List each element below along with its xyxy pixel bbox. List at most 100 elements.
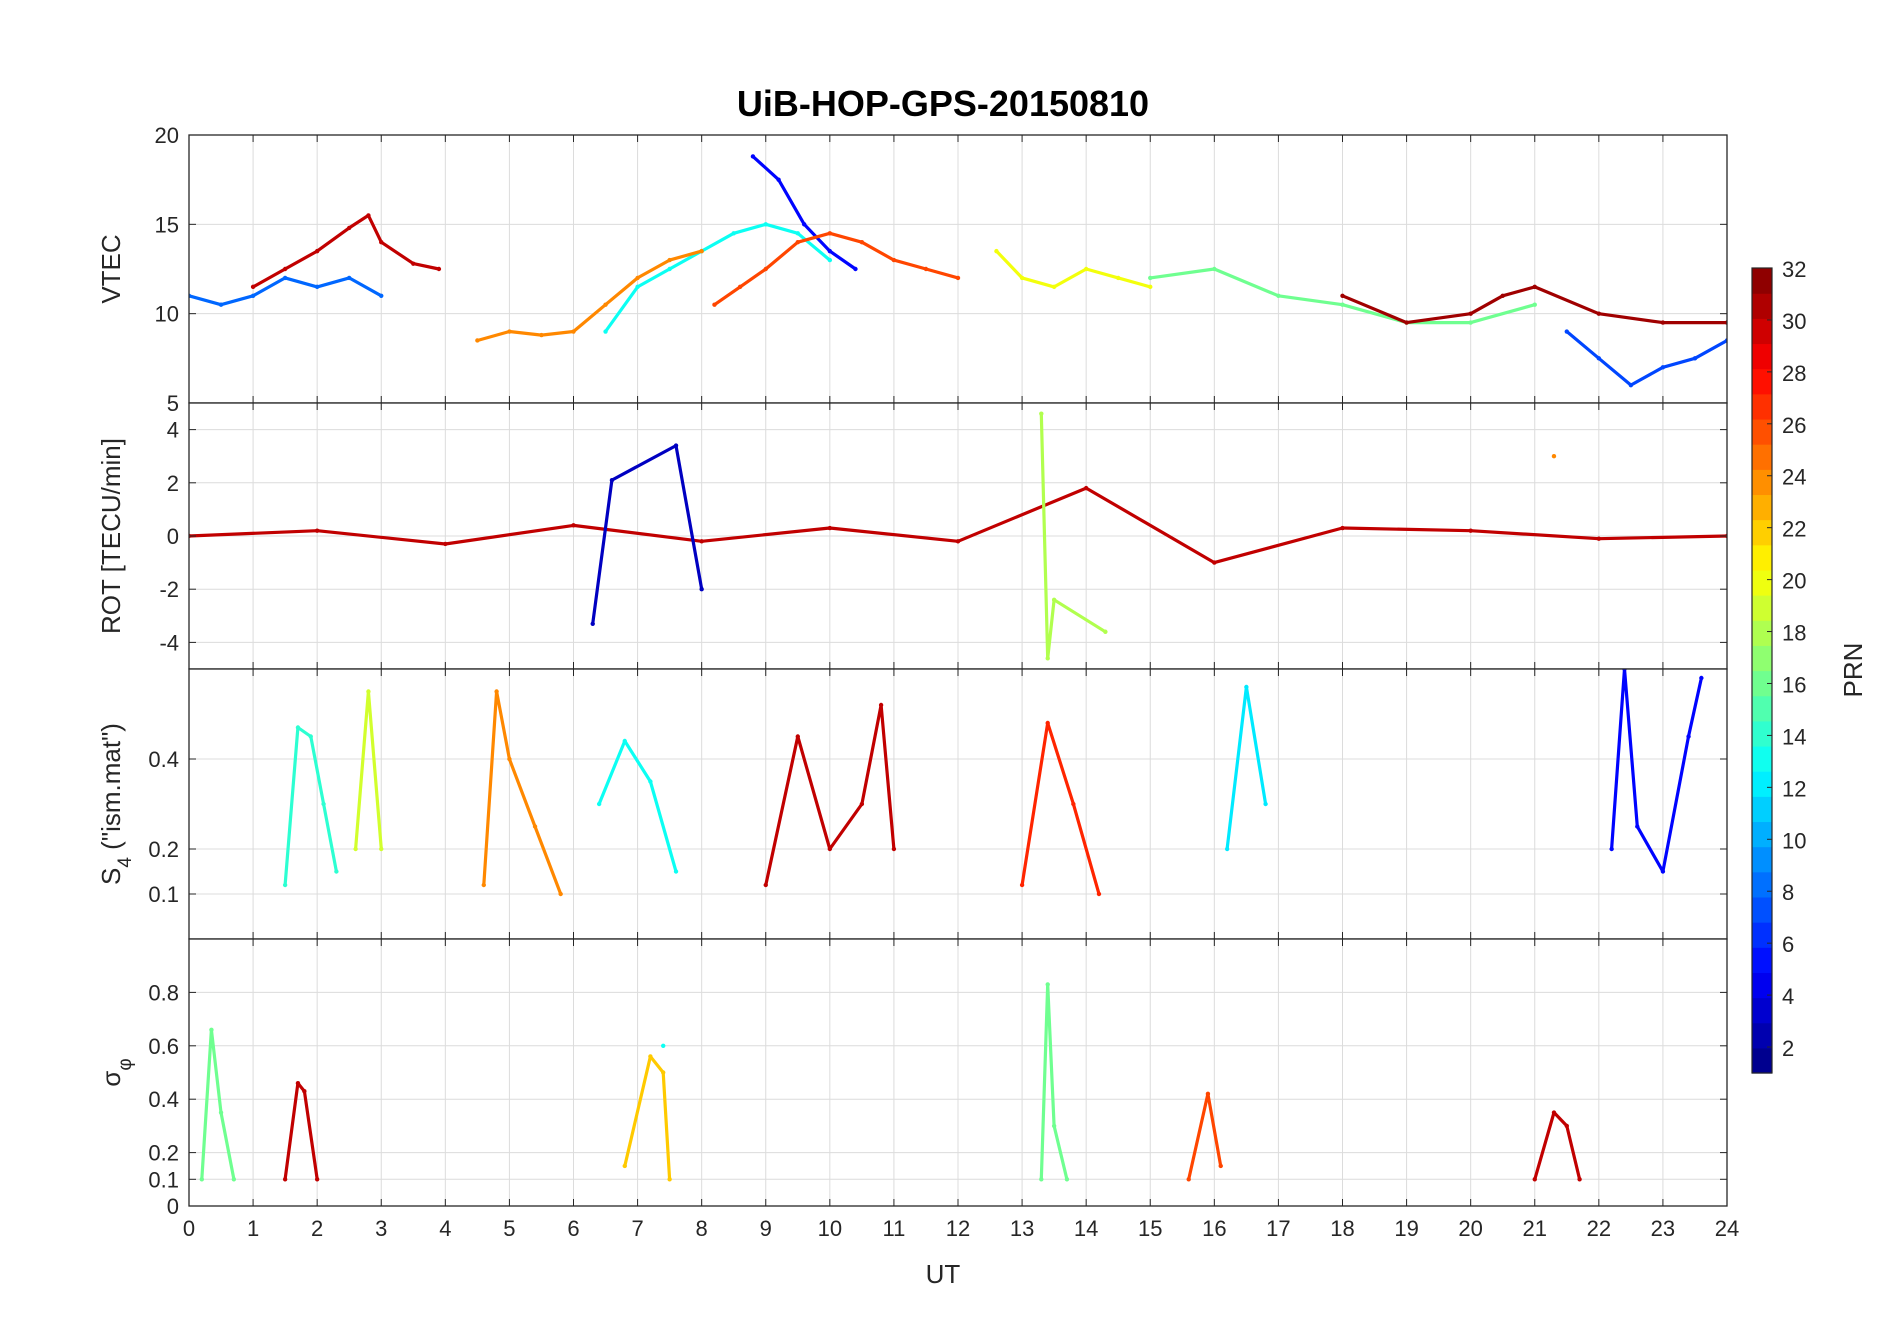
data-point-prn-20 xyxy=(1083,266,1089,272)
colorbar-segment xyxy=(1752,343,1772,370)
y-tick-label: 0.2 xyxy=(148,837,179,862)
data-point-prn-31 xyxy=(1500,293,1505,298)
data-point-prn-7 xyxy=(1596,356,1602,361)
data-point-prn-30 xyxy=(891,846,897,852)
data-point-prn-20 xyxy=(1148,284,1153,290)
data-point-prn-5 xyxy=(776,177,781,182)
colorbar-tick-label: 28 xyxy=(1782,361,1806,386)
series-group xyxy=(189,411,1727,661)
x-tick-label: 23 xyxy=(1651,1216,1675,1241)
data-point-prn-26 xyxy=(923,266,929,272)
data-point-prn-14 xyxy=(321,801,326,807)
colorbar-segment xyxy=(1752,871,1772,898)
x-tick-label: 10 xyxy=(818,1216,842,1241)
y-axis-label-main: S xyxy=(96,868,126,885)
data-point-prn-26 xyxy=(763,266,768,272)
data-point-prn-30 xyxy=(302,1088,307,1094)
colorbar-segment xyxy=(1752,469,1772,496)
data-point-prn-30 xyxy=(314,1177,320,1182)
data-point-prn-31 xyxy=(1340,293,1345,298)
data-point-prn-30 xyxy=(699,539,704,544)
colorbar-tick-label: 6 xyxy=(1782,932,1794,957)
y-tick-label: -4 xyxy=(159,630,179,655)
panel-rot: -4 -2 0 2 4 ROT [TECU/min] xyxy=(96,402,1728,670)
data-point-prn-26 xyxy=(891,257,897,263)
data-point-prn-30 xyxy=(763,882,768,888)
x-tick-label: 8 xyxy=(696,1216,708,1241)
series-line-prn-30 xyxy=(764,703,896,887)
data-point-prn-24 xyxy=(699,248,704,254)
data-point-prn-20 xyxy=(1116,275,1121,281)
data-point-prn-13 xyxy=(622,738,627,744)
data-point-prn-5 xyxy=(1609,846,1614,852)
y-tick-label: 0.6 xyxy=(148,1034,179,1059)
colorbar-tick-label: 8 xyxy=(1782,880,1794,905)
data-point-prn-16 xyxy=(1064,1177,1070,1182)
data-point-prn-16 xyxy=(209,1027,214,1032)
data-point-prn-18 xyxy=(1103,629,1108,634)
colorbar-tick-label: 4 xyxy=(1782,984,1794,1009)
data-point-prn-7 xyxy=(1660,365,1666,370)
colorbar-segment xyxy=(1752,821,1772,848)
data-point-prn-30 xyxy=(443,541,448,547)
series-line-prn-30 xyxy=(251,213,441,289)
series-line-prn-13 xyxy=(603,222,832,334)
colorbar-segment xyxy=(1752,444,1772,470)
x-tick-label: 14 xyxy=(1074,1216,1098,1241)
x-tick-label: 12 xyxy=(946,1216,970,1241)
colorbar-tick-label: 22 xyxy=(1782,517,1806,542)
y-tick-label: 4 xyxy=(167,418,179,443)
data-point-prn-7 xyxy=(1628,382,1634,388)
y-tick-label: 0 xyxy=(167,524,179,549)
x-tick-label: 5 xyxy=(503,1216,515,1241)
x-axis-label: UT xyxy=(926,1259,961,1289)
colorbar-segment xyxy=(1752,494,1772,521)
data-point-prn-24 xyxy=(507,329,512,334)
data-point-prn-30 xyxy=(314,528,320,533)
data-point-prn-16 xyxy=(1148,275,1153,281)
colorbar-tick-label: 32 xyxy=(1782,257,1806,282)
series-line-prn-27 xyxy=(1020,721,1101,896)
y-axis-label: ROT [TECU/min] xyxy=(96,438,126,634)
data-point-prn-30 xyxy=(795,734,800,739)
data-point-prn-7 xyxy=(1564,329,1569,334)
colorbar-tick-label: 12 xyxy=(1782,776,1806,801)
data-point-prn-5 xyxy=(802,222,807,227)
data-point-prn-26 xyxy=(1205,1091,1211,1097)
colorbar-segment xyxy=(1752,1022,1772,1049)
series-line-prn-30 xyxy=(283,1081,319,1181)
y-tick-label: 0.4 xyxy=(148,747,179,772)
x-tick-label: 22 xyxy=(1587,1216,1611,1241)
data-point-prn-13 xyxy=(596,801,602,807)
series-group xyxy=(189,154,1727,388)
colorbar-segment xyxy=(1752,569,1772,596)
data-point-prn-5 xyxy=(1699,675,1704,681)
data-point-prn-8 xyxy=(218,302,224,307)
x-tick-label: 18 xyxy=(1330,1216,1354,1241)
data-point-prn-26 xyxy=(1218,1163,1223,1169)
data-point-prn-22 xyxy=(667,1177,672,1182)
data-point-prn-27 xyxy=(1019,882,1025,888)
data-point-prn-30 xyxy=(295,1080,301,1086)
data-point-prn-16 xyxy=(1039,1177,1044,1182)
data-point-prn-30 xyxy=(1551,1110,1557,1115)
data-point-prn-16 xyxy=(1340,302,1345,307)
data-point-prn-8 xyxy=(314,284,320,290)
series-group xyxy=(282,669,1704,897)
y-tick-label: 0.1 xyxy=(148,1167,179,1192)
data-point-prn-5 xyxy=(1635,824,1640,829)
colorbar-tick-label: 10 xyxy=(1782,828,1806,853)
y-tick-label: 0.4 xyxy=(148,1087,179,1112)
y-axis-label: VTEC xyxy=(96,234,126,303)
y-axis-label: σφ xyxy=(96,1058,136,1086)
data-point-prn-16 xyxy=(1468,320,1473,325)
colorbar-segment xyxy=(1752,595,1772,621)
data-point-prn-24 xyxy=(507,756,512,762)
y-axis-label: S4 ("ism.mat") xyxy=(96,723,136,885)
data-point-prn-13 xyxy=(827,257,833,263)
data-point-prn-13 xyxy=(763,222,768,227)
data-point-prn-24 xyxy=(539,332,544,338)
data-point-prn-24 xyxy=(481,882,486,888)
series-line-prn-13 xyxy=(597,739,678,874)
